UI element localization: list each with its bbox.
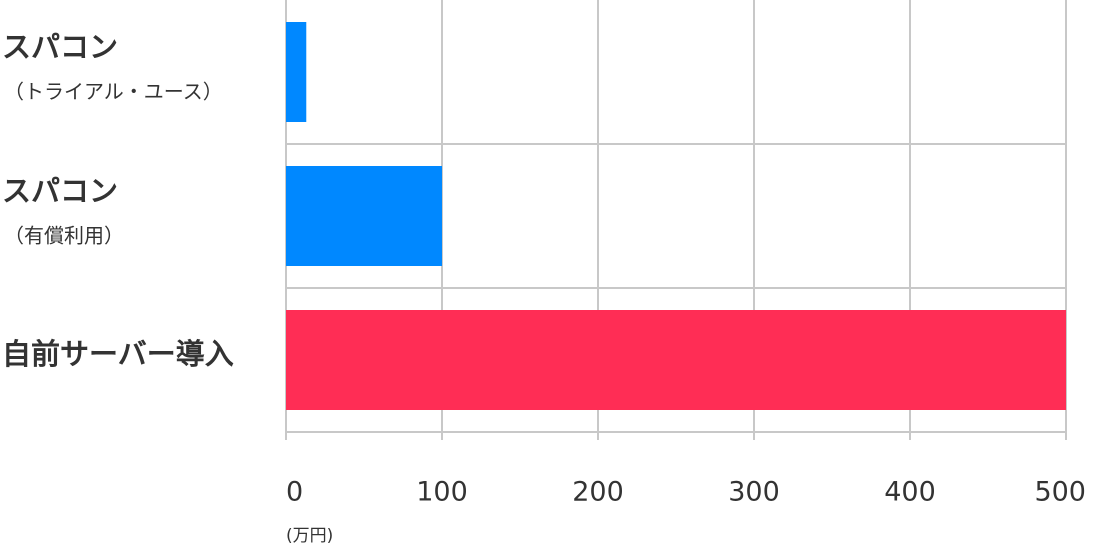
- x-tick-label: 200: [572, 477, 624, 508]
- x-tick-label: 400: [884, 477, 936, 508]
- category-note: （トライアル・ユース）: [4, 80, 223, 104]
- bar: [286, 22, 307, 122]
- x-tick-label: 0: [286, 477, 303, 508]
- x-unit: (万円): [286, 526, 333, 546]
- x-tick-label: 300: [728, 477, 780, 508]
- category-label: スパコン: [2, 30, 118, 64]
- category-label: 自前サーバー導入: [2, 337, 234, 371]
- bar: [286, 166, 442, 266]
- x-tick-label: 500: [1034, 477, 1086, 508]
- x-tick-label: 100: [416, 477, 468, 508]
- category-note: （有償利用）: [4, 224, 124, 248]
- bar: [286, 310, 1066, 410]
- category-label: スパコン: [2, 174, 118, 208]
